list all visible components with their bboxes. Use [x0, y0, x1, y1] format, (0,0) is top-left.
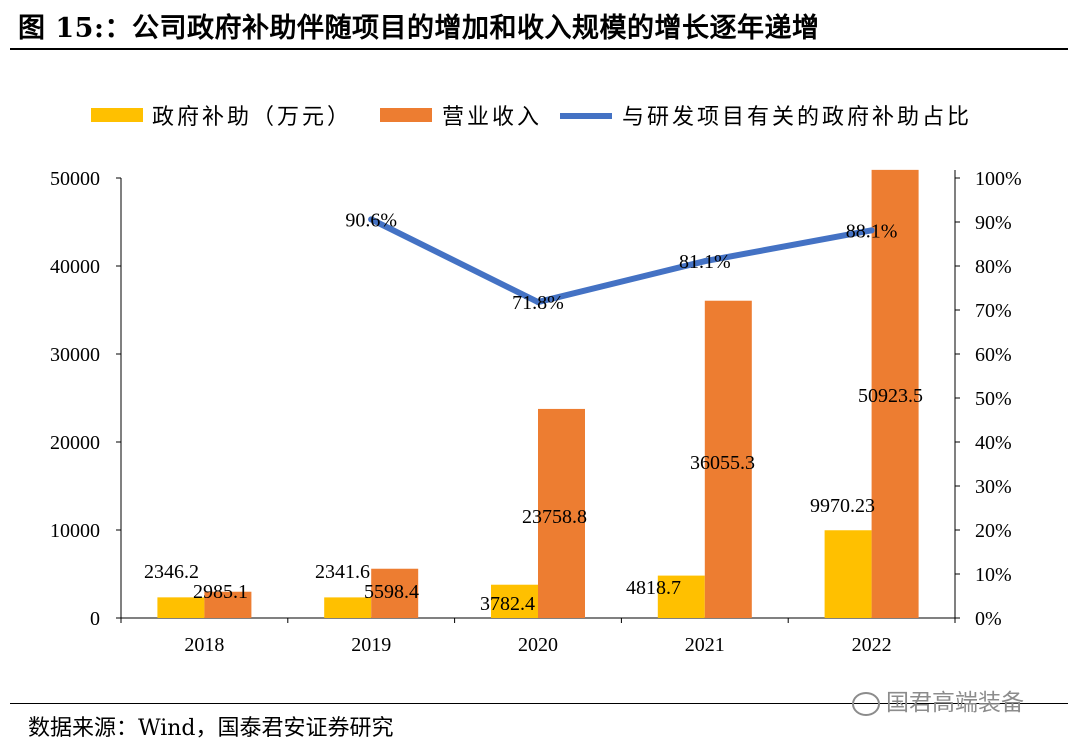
axes: 0 10000 20000 30000 40000 50000 0% 10% 20% 30% 40%… — [50, 168, 1022, 656]
x-tick-label: 2018 — [184, 634, 224, 656]
x-tick-label: 2021 — [685, 634, 725, 656]
legend-swatch-revenue — [380, 108, 432, 122]
left-tick-label: 30000 — [50, 344, 100, 366]
ratio-series-line — [368, 216, 875, 306]
watermark-text: 国君高端装备 — [886, 690, 1024, 716]
subsidy-label: 9970.23 — [810, 495, 875, 517]
right-tick-label: 50% — [975, 388, 1012, 410]
revenue-label: 50923.5 — [858, 385, 923, 407]
ratio-point — [868, 227, 875, 234]
revenue-label: 5598.4 — [364, 581, 419, 603]
legend-label-ratio: 与研发项目有关的政府补助占比 — [622, 104, 972, 129]
revenue-label: 36055.3 — [690, 452, 755, 474]
x-tick-label: 2020 — [518, 634, 558, 656]
ratio-point — [368, 216, 375, 223]
legend: 政府补助（万元） 营业收入 与研发项目有关的政府补助占比 — [91, 104, 972, 129]
x-tick-label: 2022 — [852, 634, 892, 656]
left-tick-label: 50000 — [50, 168, 100, 190]
subsidy-label: 2346.2 — [144, 561, 199, 583]
source-note: 数据来源：Wind，国泰君安证券研究 — [28, 716, 394, 741]
subsidy-label: 3782.4 — [480, 593, 535, 615]
source-rule — [10, 703, 1068, 704]
right-tick-label: 80% — [975, 256, 1012, 278]
right-tick-label: 0% — [975, 608, 1002, 630]
revenue-bar — [204, 591, 252, 618]
left-tick-label: 40000 — [50, 256, 100, 278]
legend-label-subsidy: 政府补助（万元） — [152, 104, 352, 129]
ratio-line — [368, 216, 875, 306]
right-tick-label: 90% — [975, 212, 1012, 234]
right-tick-label: 100% — [975, 168, 1022, 190]
subsidy-bar — [657, 575, 705, 618]
right-tick-label: 20% — [975, 520, 1012, 542]
revenue-bar — [538, 408, 585, 618]
subsidy-bar — [324, 597, 372, 618]
left-tick-label: 0 — [90, 608, 100, 630]
right-tick-label: 10% — [975, 564, 1012, 586]
subsidy-label: 2341.6 — [315, 561, 370, 583]
right-tick-label: 40% — [975, 432, 1012, 454]
ratio-label: 81.1% — [679, 251, 731, 273]
legend-label-revenue: 营业收入 — [442, 104, 542, 129]
figure-title: 图 15:：公司政府补助伴随项目的增加和收入规模的增长逐年递增 — [18, 13, 820, 44]
title-rule — [10, 48, 1068, 50]
subsidy-bar — [491, 584, 538, 618]
right-tick-label: 70% — [975, 300, 1012, 322]
revenue-label: 2985.1 — [193, 581, 248, 603]
watermark: 国君高端装备 — [852, 683, 1024, 717]
chart: 政府补助（万元） 营业收入 与研发项目有关的政府补助占比 0 10000 20000 30… — [50, 104, 1022, 656]
data-labels: 2346.2 2341.6 3782.4 4818.7 9970.23 2985.1 559… — [144, 209, 923, 615]
left-tick-label: 10000 — [50, 520, 100, 542]
ratio-point — [535, 299, 541, 306]
subsidy-bar — [157, 597, 205, 618]
legend-swatch-subsidy — [91, 108, 143, 122]
revenue-bar — [704, 300, 752, 618]
ratio-label: 90.6% — [345, 209, 397, 231]
subsidy-label: 4818.7 — [626, 577, 681, 599]
revenue-bar — [371, 568, 419, 618]
revenue-label: 23758.8 — [522, 506, 587, 528]
subsidy-bar — [824, 530, 872, 618]
wechat-icon — [852, 691, 880, 716]
ratio-label: 88.1% — [846, 220, 898, 242]
bars — [157, 169, 919, 618]
right-tick-label: 60% — [975, 344, 1012, 366]
ratio-label: 71.8% — [512, 292, 564, 314]
revenue-bar — [871, 169, 919, 618]
right-tick-label: 30% — [975, 476, 1012, 498]
x-tick-label: 2019 — [351, 634, 391, 656]
left-tick-label: 20000 — [50, 432, 100, 454]
ratio-point — [701, 258, 708, 265]
